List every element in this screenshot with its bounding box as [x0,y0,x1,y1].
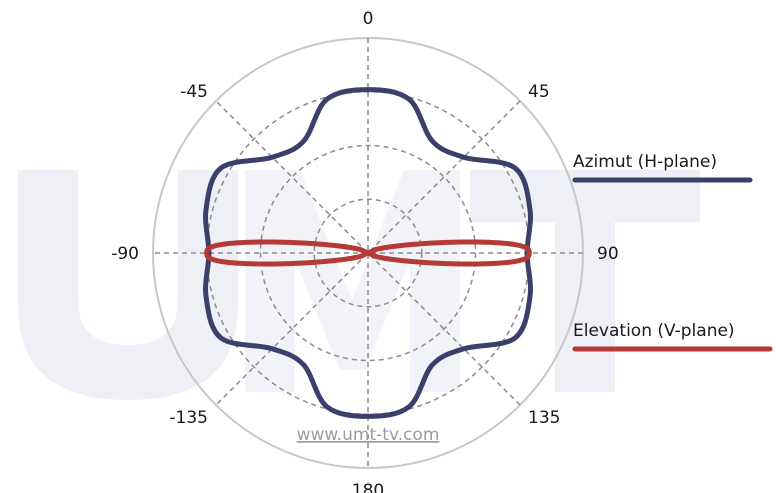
angle-label-180: 180 [352,481,384,493]
legend: Azimut (H-plane) Elevation (V-plane) [572,152,773,352]
series-elevation-lobe-right [365,239,532,267]
grid-circle-2 [259,144,477,362]
angle-label-0: 0 [363,9,374,29]
watermark-url: www.umt-tv.com [297,425,440,445]
angle-label-135: 135 [528,408,560,428]
series-azimut-line [203,87,533,419]
angle-label-90: 90 [597,244,619,264]
grid-circle-1 [313,198,423,308]
angle-label--90: -90 [111,244,139,264]
legend-label-azimut: Azimut (H-plane) [573,152,717,172]
watermark-logo [18,170,700,400]
angle-labels: 0 45 90 135 180 -135 -90 -45 [111,9,618,493]
angle-label--135: -135 [169,408,208,428]
watermark-letter-m [245,170,460,392]
watermark-letter-t [470,170,700,392]
angle-label-45: 45 [528,82,550,102]
legend-label-elevation: Elevation (V-plane) [573,321,735,341]
watermark-letter-u [18,170,238,400]
series-layer [203,87,533,419]
angle-label--45: -45 [180,82,208,102]
series-elevation-lobe-left [204,239,371,267]
